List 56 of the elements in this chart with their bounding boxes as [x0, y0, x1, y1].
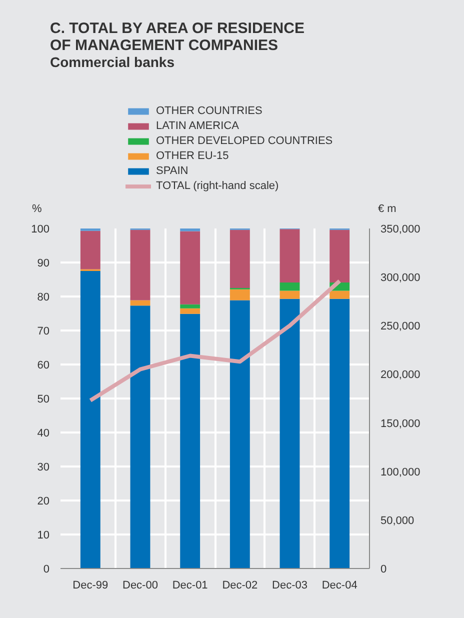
bar: [130, 300, 150, 306]
legend-label: LATIN AMERICA: [156, 120, 239, 132]
bar: [280, 282, 300, 291]
bar: [230, 230, 250, 288]
x-tick-label: Dec-01: [172, 580, 208, 592]
bar: [230, 289, 250, 300]
y-tick-label: 10: [37, 530, 50, 542]
y-tick-label: 60: [37, 360, 50, 372]
y2-tick-label: 200,000: [380, 369, 420, 382]
bar: [280, 229, 300, 283]
y-axis-title: %: [32, 202, 42, 217]
x-tick-label: Dec-03: [272, 580, 308, 592]
y-tick-label: 30: [37, 462, 50, 474]
x-tick-label: Dec-00: [122, 580, 158, 592]
y-tick-label: 100: [31, 224, 50, 236]
y-tick-label: 70: [37, 326, 50, 338]
legend-label: OTHER EU-15: [156, 150, 229, 162]
y2-axis-title: € m: [378, 202, 396, 217]
y-tick-label: 90: [37, 258, 50, 270]
legend-label: SPAIN: [156, 165, 188, 177]
y-tick-label: 20: [37, 496, 50, 508]
y2-tick-label: 100,000: [380, 466, 420, 478]
bar: [130, 306, 150, 568]
y-tick-label: 80: [37, 292, 50, 304]
bar: [180, 228, 200, 232]
bar: [180, 304, 200, 308]
y2-tick-label: 50,000: [380, 514, 414, 527]
bar: [180, 308, 200, 314]
line-series: [88, 278, 342, 402]
y2-tick-label: 300,000: [380, 272, 420, 284]
y-tick-label: 40: [37, 428, 50, 440]
bar: [280, 290, 300, 299]
y2-tick-label: 150,000: [380, 418, 420, 430]
y-tick-label: 50: [37, 394, 50, 406]
chart-title: C. TOTAL BY AREA OF RESIDENCE OF MANAGEMENT COMPANIES: [50, 20, 304, 54]
chart-subtitle: Commercial banks: [50, 54, 176, 71]
bar: [280, 298, 300, 568]
bar: [80, 271, 100, 568]
y2-tick-label: 0: [380, 564, 387, 576]
legend-label: OTHER DEVELOPED COUNTRIES: [156, 135, 333, 147]
bar: [230, 300, 250, 568]
y2-tick-label: 350,000: [380, 224, 420, 236]
y2-tick-label: 250,000: [380, 320, 420, 333]
bar: [180, 231, 200, 304]
bar: [130, 230, 150, 300]
legend-label: OTHER COUNTRIES: [156, 105, 262, 117]
bar: [330, 298, 350, 568]
x-tick-label: Dec-04: [322, 580, 358, 592]
bar: [330, 230, 350, 283]
x-tick-label: Dec-02: [222, 580, 258, 592]
legend-label: TOTAL (right-hand scale): [156, 180, 279, 192]
bar: [180, 314, 200, 568]
bar: [80, 230, 100, 270]
bar: [330, 290, 350, 299]
y-tick-label: 0: [43, 564, 50, 576]
x-tick-label: Dec-99: [72, 580, 108, 592]
